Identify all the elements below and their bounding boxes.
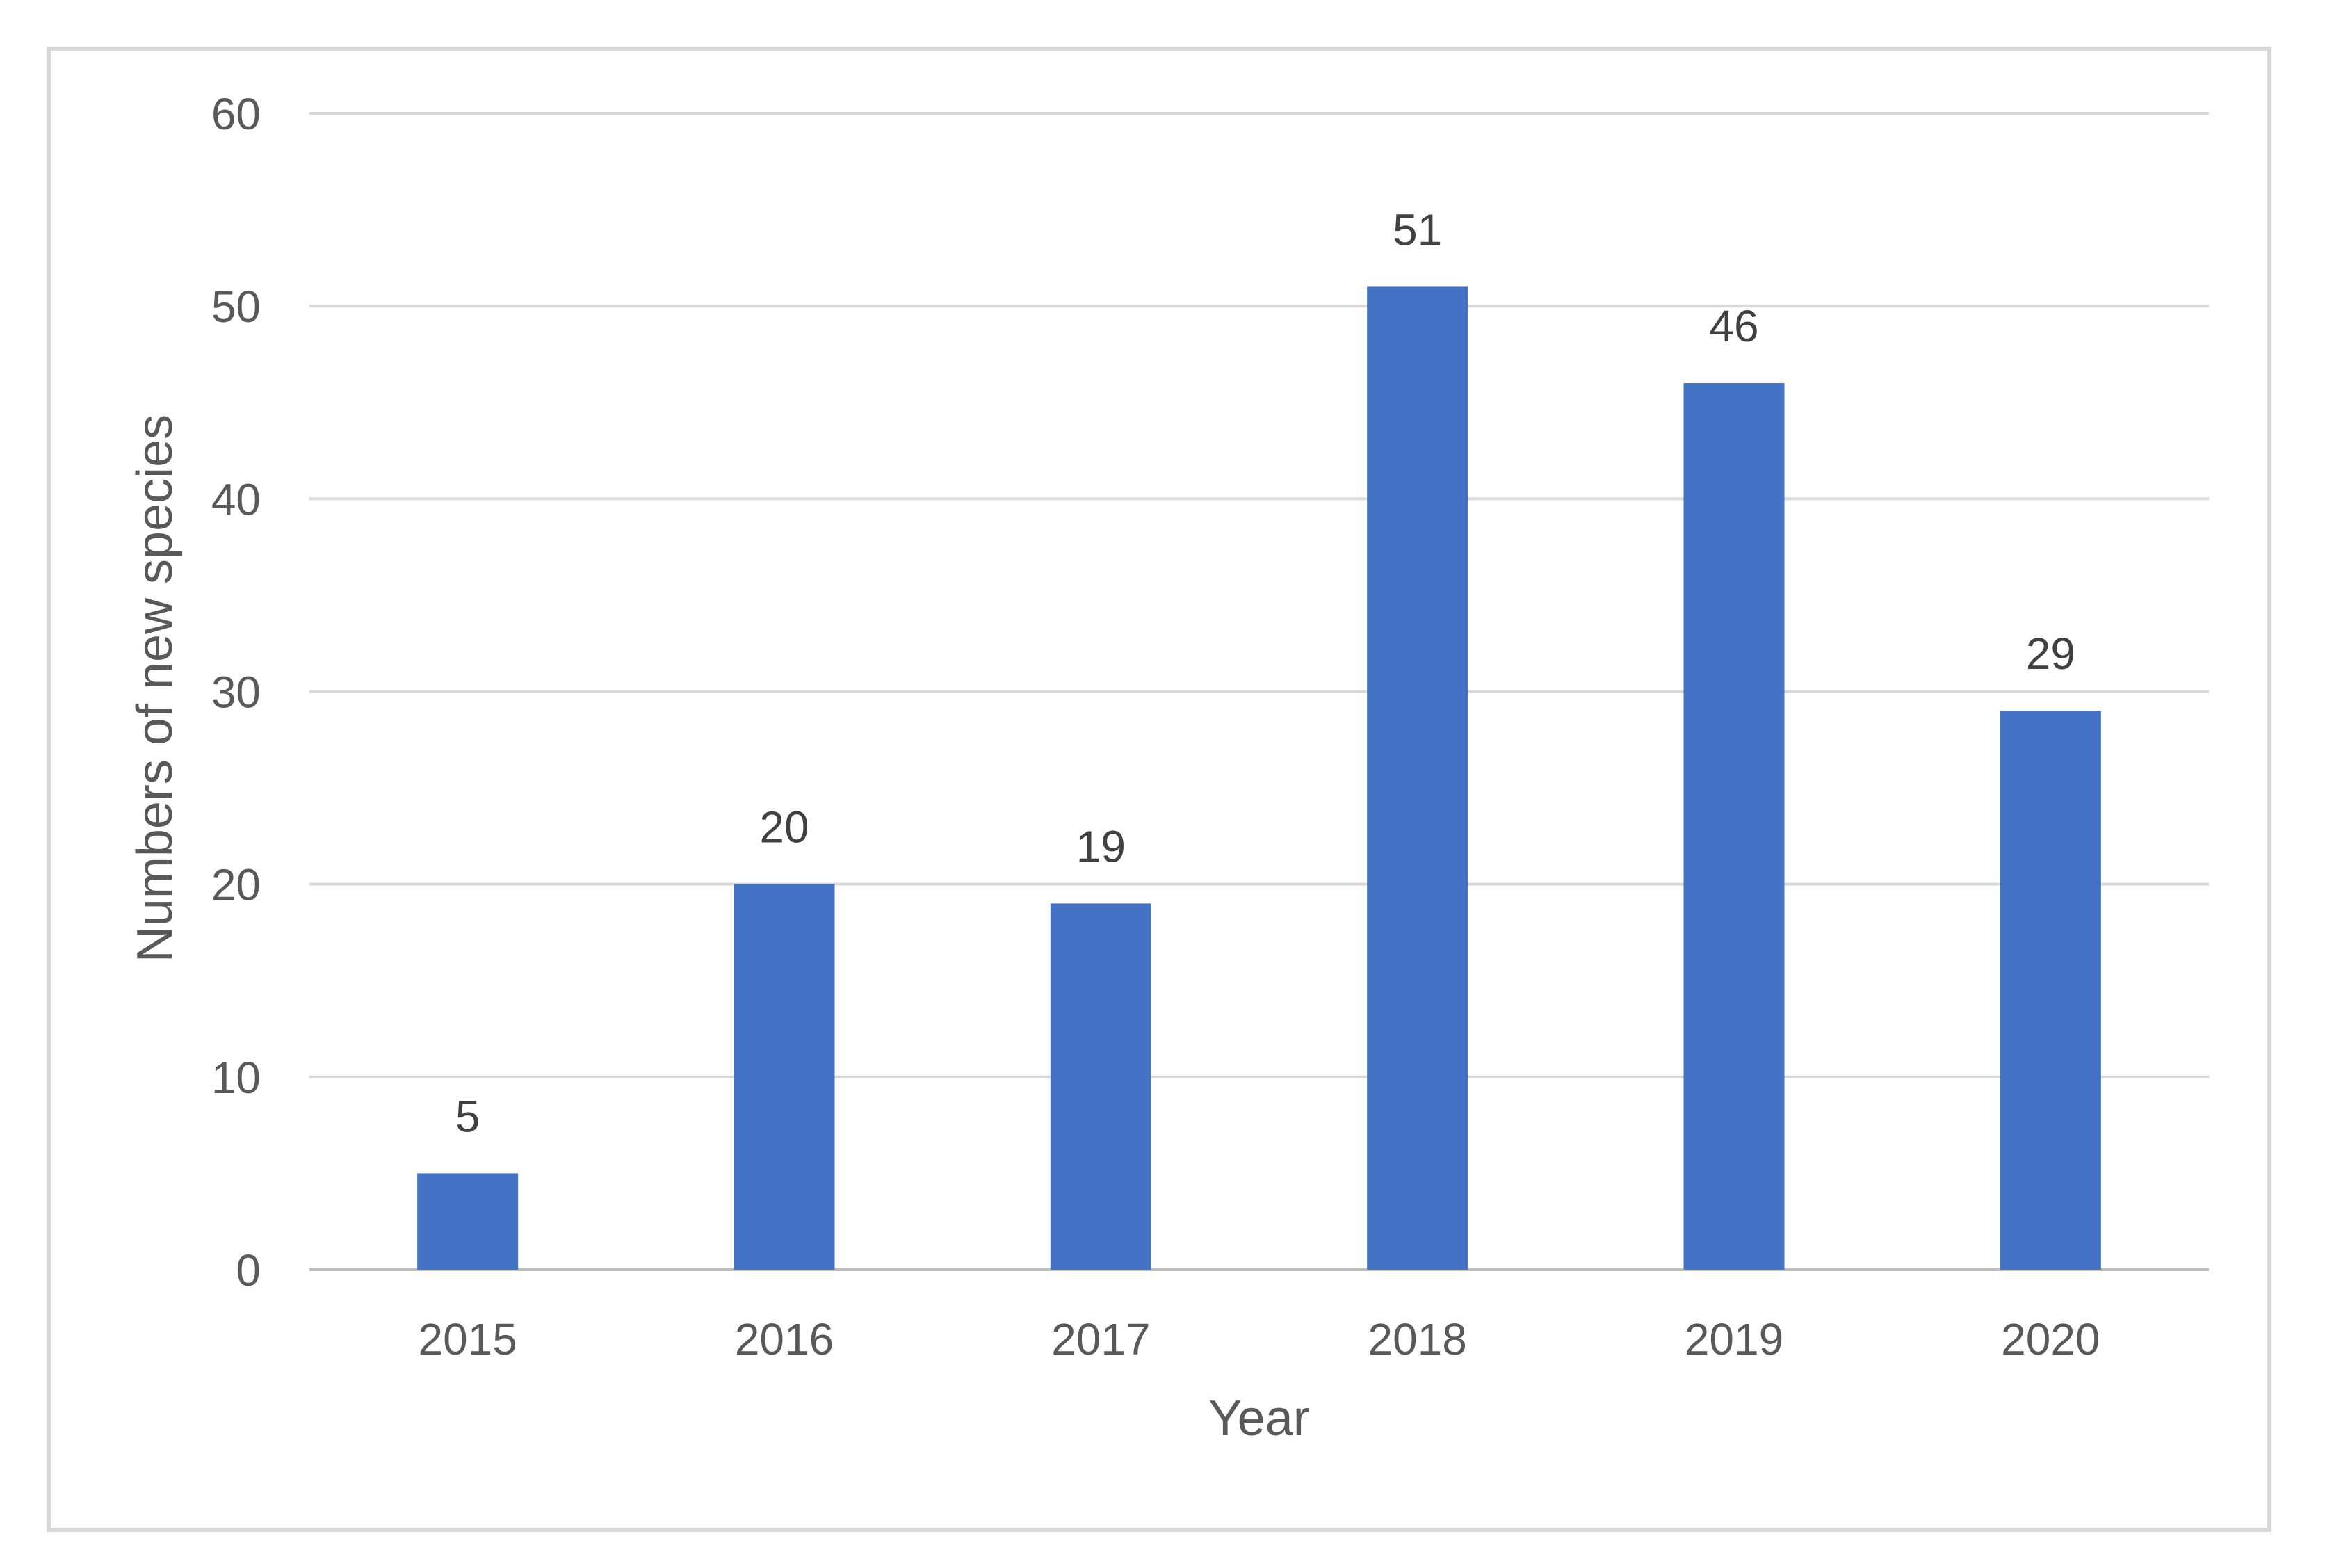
y-tick-label: 50 [211, 282, 261, 332]
bar [417, 1173, 519, 1270]
bar-value-label: 5 [455, 1091, 480, 1141]
bar [2000, 711, 2101, 1270]
y-tick-label: 60 [211, 89, 261, 139]
bar-value-label: 51 [1393, 204, 1442, 254]
bar [1367, 286, 1468, 1270]
bar-value-label: 20 [759, 802, 809, 852]
chart-frame [47, 47, 2271, 1532]
x-category-label: 2016 [735, 1314, 834, 1364]
y-tick-label: 10 [211, 1053, 261, 1103]
y-axis-title: Numbers of new species [127, 414, 183, 963]
y-tick-label: 40 [211, 474, 261, 524]
bar-chart: 0 10 20 30 40 50 60 5 2015 20 2016 19 2017 51 2018 46 20… [211, 89, 2209, 1364]
y-tick-label: 20 [211, 860, 261, 910]
x-category-label: 2017 [1051, 1314, 1150, 1364]
x-category-label: 2018 [1368, 1314, 1466, 1364]
x-category-label: 2015 [418, 1314, 517, 1364]
bar-value-label: 46 [1709, 301, 1758, 351]
x-category-label: 2020 [2001, 1314, 2100, 1364]
bar [1050, 903, 1151, 1270]
bar-value-label: 19 [1076, 821, 1126, 871]
x-category-label: 2019 [1685, 1314, 1783, 1364]
y-tick-label: 0 [236, 1245, 261, 1295]
bar [734, 884, 835, 1270]
x-axis-title: Year [1208, 1391, 1310, 1446]
bar-value-label: 29 [2026, 629, 2075, 679]
y-tick-label: 30 [211, 668, 261, 718]
bar [1683, 383, 1785, 1270]
